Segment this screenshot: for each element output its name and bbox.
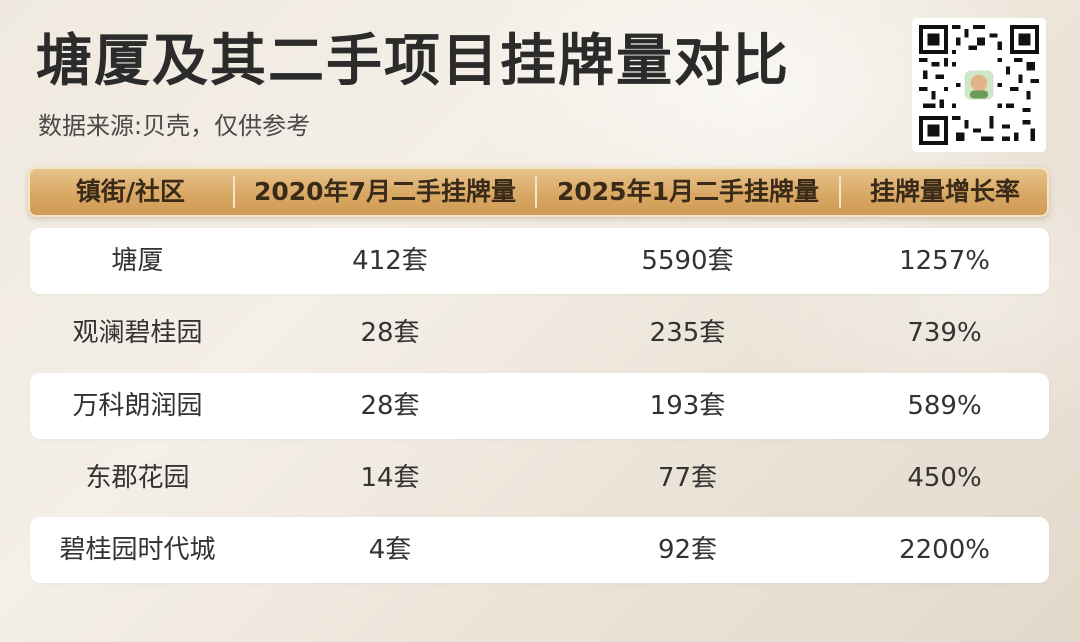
cell-2020-listings: 412套 (352, 246, 428, 276)
cell-2020-listings: 4套 (368, 535, 412, 565)
header-divider (233, 176, 235, 208)
cell-district: 万科朗润园 (72, 391, 203, 421)
cell-growth-rate: 2200% (899, 535, 990, 565)
cell-district: 塘厦 (111, 246, 164, 276)
table-row: 塘厦 412套 5590套 1257% (30, 228, 1049, 294)
cell-2025-listings: 193套 (649, 391, 726, 421)
cell-2025-listings: 77套 (657, 463, 718, 493)
cell-district: 观澜碧桂园 (72, 318, 203, 348)
qr-code-icon (919, 25, 1039, 145)
cell-2020-listings: 28套 (360, 391, 420, 421)
table-header: 镇街/社区 2020年7月二手挂牌量 2025年1月二手挂牌量 挂牌量增长率 (28, 167, 1049, 217)
cell-2020-listings: 14套 (360, 463, 420, 493)
table-row: 东郡花园 14套 77套 450% (30, 445, 1049, 511)
cell-growth-rate: 450% (907, 463, 982, 493)
cell-district: 东郡花园 (85, 463, 190, 493)
header-district: 镇街/社区 (75, 177, 186, 206)
header-2020-listings: 2020年7月二手挂牌量 (254, 177, 516, 206)
cell-2025-listings: 235套 (649, 318, 726, 348)
table-row: 碧桂园时代城 4套 92套 2200% (30, 517, 1049, 583)
header-growth-rate: 挂牌量增长率 (869, 177, 1020, 206)
cell-2025-listings: 92套 (657, 535, 718, 565)
cell-growth-rate: 739% (907, 318, 982, 348)
cell-district: 碧桂园时代城 (59, 535, 216, 565)
table-row: 万科朗润园 28套 193套 589% (30, 373, 1049, 439)
page-title: 塘厦及其二手项目挂牌量对比 (36, 29, 790, 94)
header-2025-listings: 2025年1月二手挂牌量 (557, 177, 819, 206)
header-divider (535, 176, 537, 208)
table-row: 观澜碧桂园 28套 235套 739% (30, 300, 1049, 366)
cell-2020-listings: 28套 (360, 318, 420, 348)
qr-code[interactable] (912, 18, 1046, 152)
cell-2025-listings: 5590套 (641, 246, 734, 276)
cell-growth-rate: 1257% (899, 246, 990, 276)
data-source-note: 数据来源:贝壳，仅供参考 (38, 112, 311, 140)
header-divider (839, 176, 841, 208)
cell-growth-rate: 589% (907, 391, 982, 421)
